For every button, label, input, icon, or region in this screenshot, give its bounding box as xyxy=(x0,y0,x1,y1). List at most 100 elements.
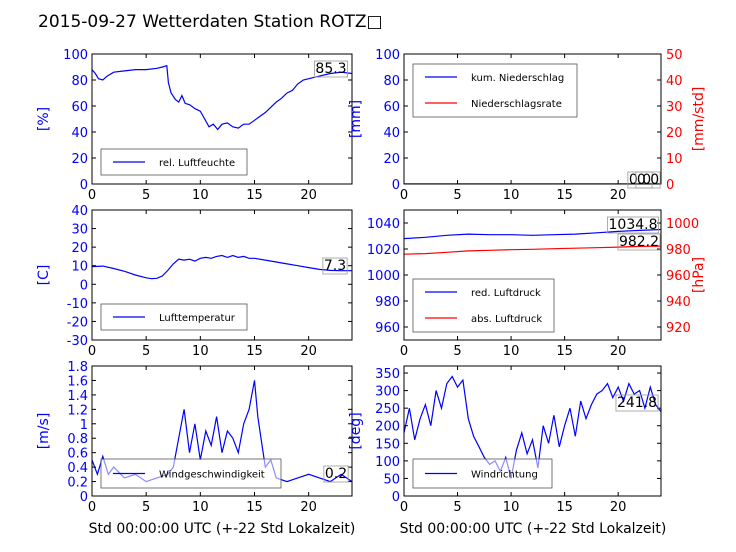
x-tick-label: 10 xyxy=(503,500,520,515)
y-tick-label: 1 xyxy=(80,418,88,433)
plot-frame-wind_speed xyxy=(91,365,353,497)
legend-label: rel. Luftfeuchte xyxy=(159,158,235,169)
x-tick-label: 10 xyxy=(192,188,209,203)
current-value-label: 1034.8 xyxy=(609,217,658,233)
y-tick-label: 0 xyxy=(80,490,88,505)
x-tick-label: 5 xyxy=(453,188,461,203)
x-tick-label: 5 xyxy=(142,500,150,515)
legend-label: kum. Niederschlag xyxy=(471,73,564,84)
current-value-box xyxy=(314,60,348,78)
current-value-box xyxy=(322,257,348,275)
y-tick-label: 0.4 xyxy=(67,461,88,476)
legend-label: Niederschlagsrate xyxy=(471,99,562,110)
y-tick-label-right: 30 xyxy=(666,100,683,115)
x-tick-label: 10 xyxy=(192,500,209,515)
x-tick-label: 15 xyxy=(556,500,573,515)
x-tick-label: 20 xyxy=(300,500,317,515)
series-line-temperature-0 xyxy=(92,254,352,280)
x-tick-label: 20 xyxy=(300,344,317,359)
y-tick-label: 30 xyxy=(71,223,88,238)
y-axis-label-right: [hPa] xyxy=(691,257,707,293)
x-tick-label: 15 xyxy=(246,344,263,359)
current-value-label: 241.8 xyxy=(617,395,657,411)
legend-label: Lufttemperatur xyxy=(159,313,236,324)
legend-box-precipitation xyxy=(412,63,578,118)
y-tick-label: 0.2 xyxy=(67,476,88,491)
current-value-label: 982.2 xyxy=(619,234,659,250)
current-value-label: 85.3 xyxy=(315,61,346,77)
x-tick-label: 0 xyxy=(88,344,96,359)
y-tick-label: -30 xyxy=(67,334,88,349)
y-tick-label: 20 xyxy=(71,152,88,167)
current-value-label: 7.3 xyxy=(324,258,346,274)
y-tick-label: 150 xyxy=(375,437,400,452)
plot-frame-precipitation xyxy=(403,53,662,185)
y-tick-label: 960 xyxy=(375,321,400,336)
y-tick-label: 1020 xyxy=(367,243,400,258)
x-tick-label: 20 xyxy=(610,500,627,515)
series-line-humidity-0 xyxy=(92,64,352,131)
current-value-box xyxy=(635,171,661,189)
y-tick-label-right: 1000 xyxy=(666,217,699,232)
y-tick-label: 1040 xyxy=(367,217,400,232)
x-axis-label-right: Std 00:00:00 UTC (+-22 Std Lokalzeit) xyxy=(400,521,667,537)
x-tick-label: 0 xyxy=(88,500,96,515)
plot-frame-humidity xyxy=(91,53,353,185)
current-value-box xyxy=(615,394,659,412)
y-tick-label: 100 xyxy=(63,48,88,63)
current-value-box xyxy=(617,233,661,251)
x-tick-label: 20 xyxy=(610,188,627,203)
y-axis-label: [C] xyxy=(36,265,52,286)
x-tick-label: 10 xyxy=(192,344,209,359)
chart-panel-temperature: 0 5 10 15 20 -30 -20 -10 0 10 20 30 40 [C] Lufttempera… xyxy=(36,204,353,359)
y-tick-label: 100 xyxy=(375,455,400,470)
x-tick-label: 15 xyxy=(556,344,573,359)
current-value-box xyxy=(323,465,349,483)
current-value-label: 0.2 xyxy=(325,466,347,482)
plot-frame-wind_direction xyxy=(403,365,662,497)
y-tick-label-right: 980 xyxy=(666,243,691,258)
y-tick-label: 80 xyxy=(71,74,88,89)
y-tick-label: 350 xyxy=(375,367,400,382)
y-tick-label: 1.4 xyxy=(67,389,88,404)
y-tick-label: 40 xyxy=(383,126,400,141)
y-tick-label: 0.6 xyxy=(67,447,88,462)
x-tick-label: 5 xyxy=(453,500,461,515)
y-tick-label: 60 xyxy=(71,100,88,115)
series-line-wind_direction-0 xyxy=(404,375,661,479)
y-tick-label: 80 xyxy=(383,74,400,89)
y-tick-label: 0 xyxy=(392,178,400,193)
y-tick-label: 0.8 xyxy=(67,432,88,447)
y-tick-label-right: 940 xyxy=(666,295,691,310)
chart-panel-precipitation: 0 5 10 15 20 0 20 40 60 80 100 0 10 20 30 40 50 [mm] [mm/s… xyxy=(348,48,707,203)
y-tick-label: -20 xyxy=(67,315,88,330)
y-tick-label: 0 xyxy=(80,278,88,293)
y-tick-label: 0 xyxy=(80,178,88,193)
legend-label: Windgeschwindigkeit xyxy=(159,470,265,481)
legend-label: abs. Luftdruck xyxy=(471,314,542,325)
y-tick-label: 100 xyxy=(375,48,400,63)
x-tick-label: 0 xyxy=(400,344,408,359)
x-tick-label: 15 xyxy=(556,188,573,203)
y-tick-label-right: 50 xyxy=(666,48,683,63)
x-tick-label: 15 xyxy=(246,500,263,515)
series-line-pressure-0 xyxy=(404,228,661,240)
y-axis-label: [mm] xyxy=(348,100,364,138)
x-tick-label: 0 xyxy=(88,188,96,203)
y-tick-label-right: 0 xyxy=(666,178,674,193)
x-tick-label: 0 xyxy=(400,500,408,515)
figure-title: 2015-09-27 Wetterdaten Station ROTZ□ xyxy=(38,12,383,32)
y-axis-label: [%] xyxy=(36,107,52,131)
y-axis-label: [m/s] xyxy=(36,413,52,450)
x-tick-label: 10 xyxy=(503,188,520,203)
current-value-box xyxy=(607,216,659,234)
current-value-label: 0.0 xyxy=(637,172,659,188)
y-tick-label-right: 10 xyxy=(666,152,683,167)
chart-panel-wind_speed: 0 5 10 15 2000.20.40.60.811.21.41.61.8[m/s]W… xyxy=(36,360,353,515)
y-axis-label-right: [mm/std] xyxy=(691,87,707,152)
y-tick-label: 50 xyxy=(383,472,400,487)
y-tick-label: 0 xyxy=(392,490,400,505)
y-axis-label: [deg] xyxy=(348,412,364,449)
y-tick-label: 20 xyxy=(71,241,88,256)
